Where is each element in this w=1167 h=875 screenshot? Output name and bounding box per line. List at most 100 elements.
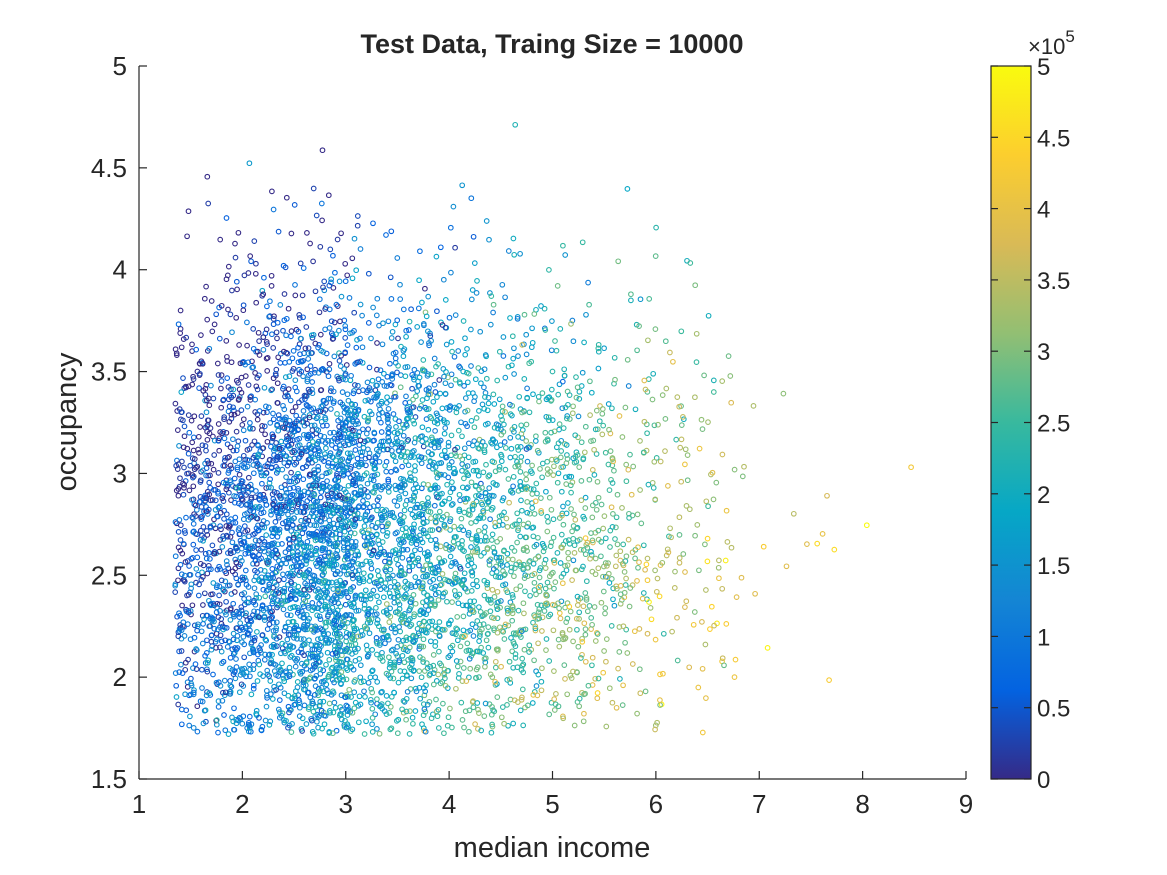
scatter-point bbox=[320, 422, 326, 429]
scatter-point bbox=[318, 679, 325, 685]
scatter-point bbox=[692, 282, 699, 289]
scatter-point bbox=[606, 580, 613, 586]
scatter-point bbox=[320, 349, 327, 355]
scatter-point bbox=[425, 406, 432, 412]
scatter-point bbox=[276, 509, 283, 516]
scatter-point bbox=[284, 611, 291, 618]
scatter-point bbox=[264, 520, 270, 526]
scatter-point bbox=[405, 437, 412, 443]
scatter-point bbox=[210, 466, 217, 473]
scatter-point bbox=[531, 689, 538, 695]
scatter-point bbox=[276, 697, 283, 703]
scatter-point bbox=[340, 434, 347, 441]
scatter-point bbox=[270, 206, 277, 213]
scatter-point bbox=[234, 464, 241, 471]
scatter-point bbox=[557, 326, 564, 332]
scatter-point bbox=[650, 485, 657, 491]
scatter-point bbox=[342, 323, 349, 329]
scatter-point bbox=[500, 628, 507, 635]
scatter-point bbox=[410, 530, 416, 537]
scatter-point bbox=[441, 672, 448, 678]
scatter-point bbox=[652, 253, 659, 259]
scatter-point bbox=[680, 551, 687, 557]
scatter-point bbox=[211, 452, 218, 458]
scatter-point bbox=[457, 497, 463, 504]
scatter-point bbox=[498, 663, 504, 670]
scatter-point bbox=[660, 670, 666, 677]
scatter-point bbox=[402, 501, 409, 508]
scatter-point bbox=[553, 458, 560, 464]
scatter-point bbox=[255, 505, 262, 511]
scatter-point bbox=[461, 570, 468, 577]
scatter-point bbox=[304, 366, 311, 373]
scatter-point bbox=[432, 428, 438, 434]
scatter-point bbox=[402, 490, 409, 497]
scatter-point bbox=[293, 388, 300, 395]
scatter-point bbox=[388, 647, 395, 654]
scatter-point bbox=[364, 538, 370, 544]
scatter-point bbox=[230, 611, 237, 617]
scatter-point bbox=[588, 530, 594, 536]
scatter-point bbox=[643, 561, 650, 568]
scatter-point bbox=[285, 305, 292, 312]
scatter-point bbox=[244, 456, 251, 463]
scatter-point bbox=[388, 725, 395, 732]
scatter-point bbox=[430, 398, 437, 405]
scatter-point bbox=[620, 541, 627, 548]
scatter-point bbox=[515, 447, 522, 453]
scatter-point bbox=[549, 601, 556, 608]
scatter-point bbox=[594, 695, 601, 702]
scatter-point bbox=[381, 383, 388, 389]
scatter-point bbox=[172, 553, 179, 560]
scatter-point bbox=[330, 400, 337, 406]
scatter-point bbox=[406, 563, 413, 570]
scatter-point bbox=[454, 637, 461, 644]
scatter-point bbox=[505, 363, 512, 370]
scatter-point bbox=[642, 688, 649, 695]
scatter-point bbox=[338, 352, 344, 359]
scatter-point bbox=[259, 480, 265, 487]
scatter-point bbox=[329, 460, 336, 467]
scatter-point bbox=[583, 595, 590, 601]
scatter-point bbox=[600, 588, 607, 595]
scatter-point bbox=[391, 578, 398, 585]
scatter-point bbox=[425, 328, 431, 335]
scatter-point bbox=[719, 655, 726, 662]
scatter-point bbox=[180, 375, 186, 381]
scatter-point bbox=[482, 421, 489, 428]
scatter-point bbox=[535, 554, 542, 560]
scatter-point bbox=[523, 476, 530, 483]
scatter-point bbox=[503, 515, 510, 522]
scatter-point bbox=[460, 665, 467, 671]
scatter-point bbox=[559, 378, 566, 385]
scatter-point bbox=[408, 306, 414, 313]
scatter-point bbox=[567, 608, 574, 615]
scatter-point bbox=[374, 382, 380, 389]
scatter-point bbox=[403, 333, 409, 340]
scatter-point bbox=[549, 456, 555, 463]
scatter-point bbox=[502, 621, 509, 628]
scatter-point bbox=[705, 312, 712, 319]
scatter-point bbox=[432, 570, 439, 577]
scatter-point bbox=[565, 549, 571, 556]
scatter-point bbox=[582, 631, 589, 638]
scatter-point bbox=[731, 674, 738, 680]
scatter-point bbox=[582, 423, 589, 430]
scatter-point bbox=[242, 437, 249, 444]
scatter-point bbox=[320, 688, 327, 695]
scatter-point bbox=[196, 450, 202, 456]
scatter-point bbox=[189, 602, 196, 609]
scatter-point bbox=[262, 593, 269, 600]
scatter-point bbox=[297, 335, 304, 342]
scatter-point bbox=[535, 640, 541, 647]
scatter-point bbox=[537, 466, 543, 472]
scatter-point bbox=[563, 619, 570, 625]
scatter-point bbox=[183, 334, 190, 341]
scatter-point bbox=[783, 563, 790, 570]
scatter-point bbox=[439, 679, 446, 685]
scatter-point bbox=[231, 726, 237, 733]
scatter-point bbox=[317, 616, 324, 623]
scatter-point bbox=[676, 514, 683, 521]
scatter-point bbox=[244, 403, 251, 410]
scatter-point bbox=[358, 592, 365, 598]
